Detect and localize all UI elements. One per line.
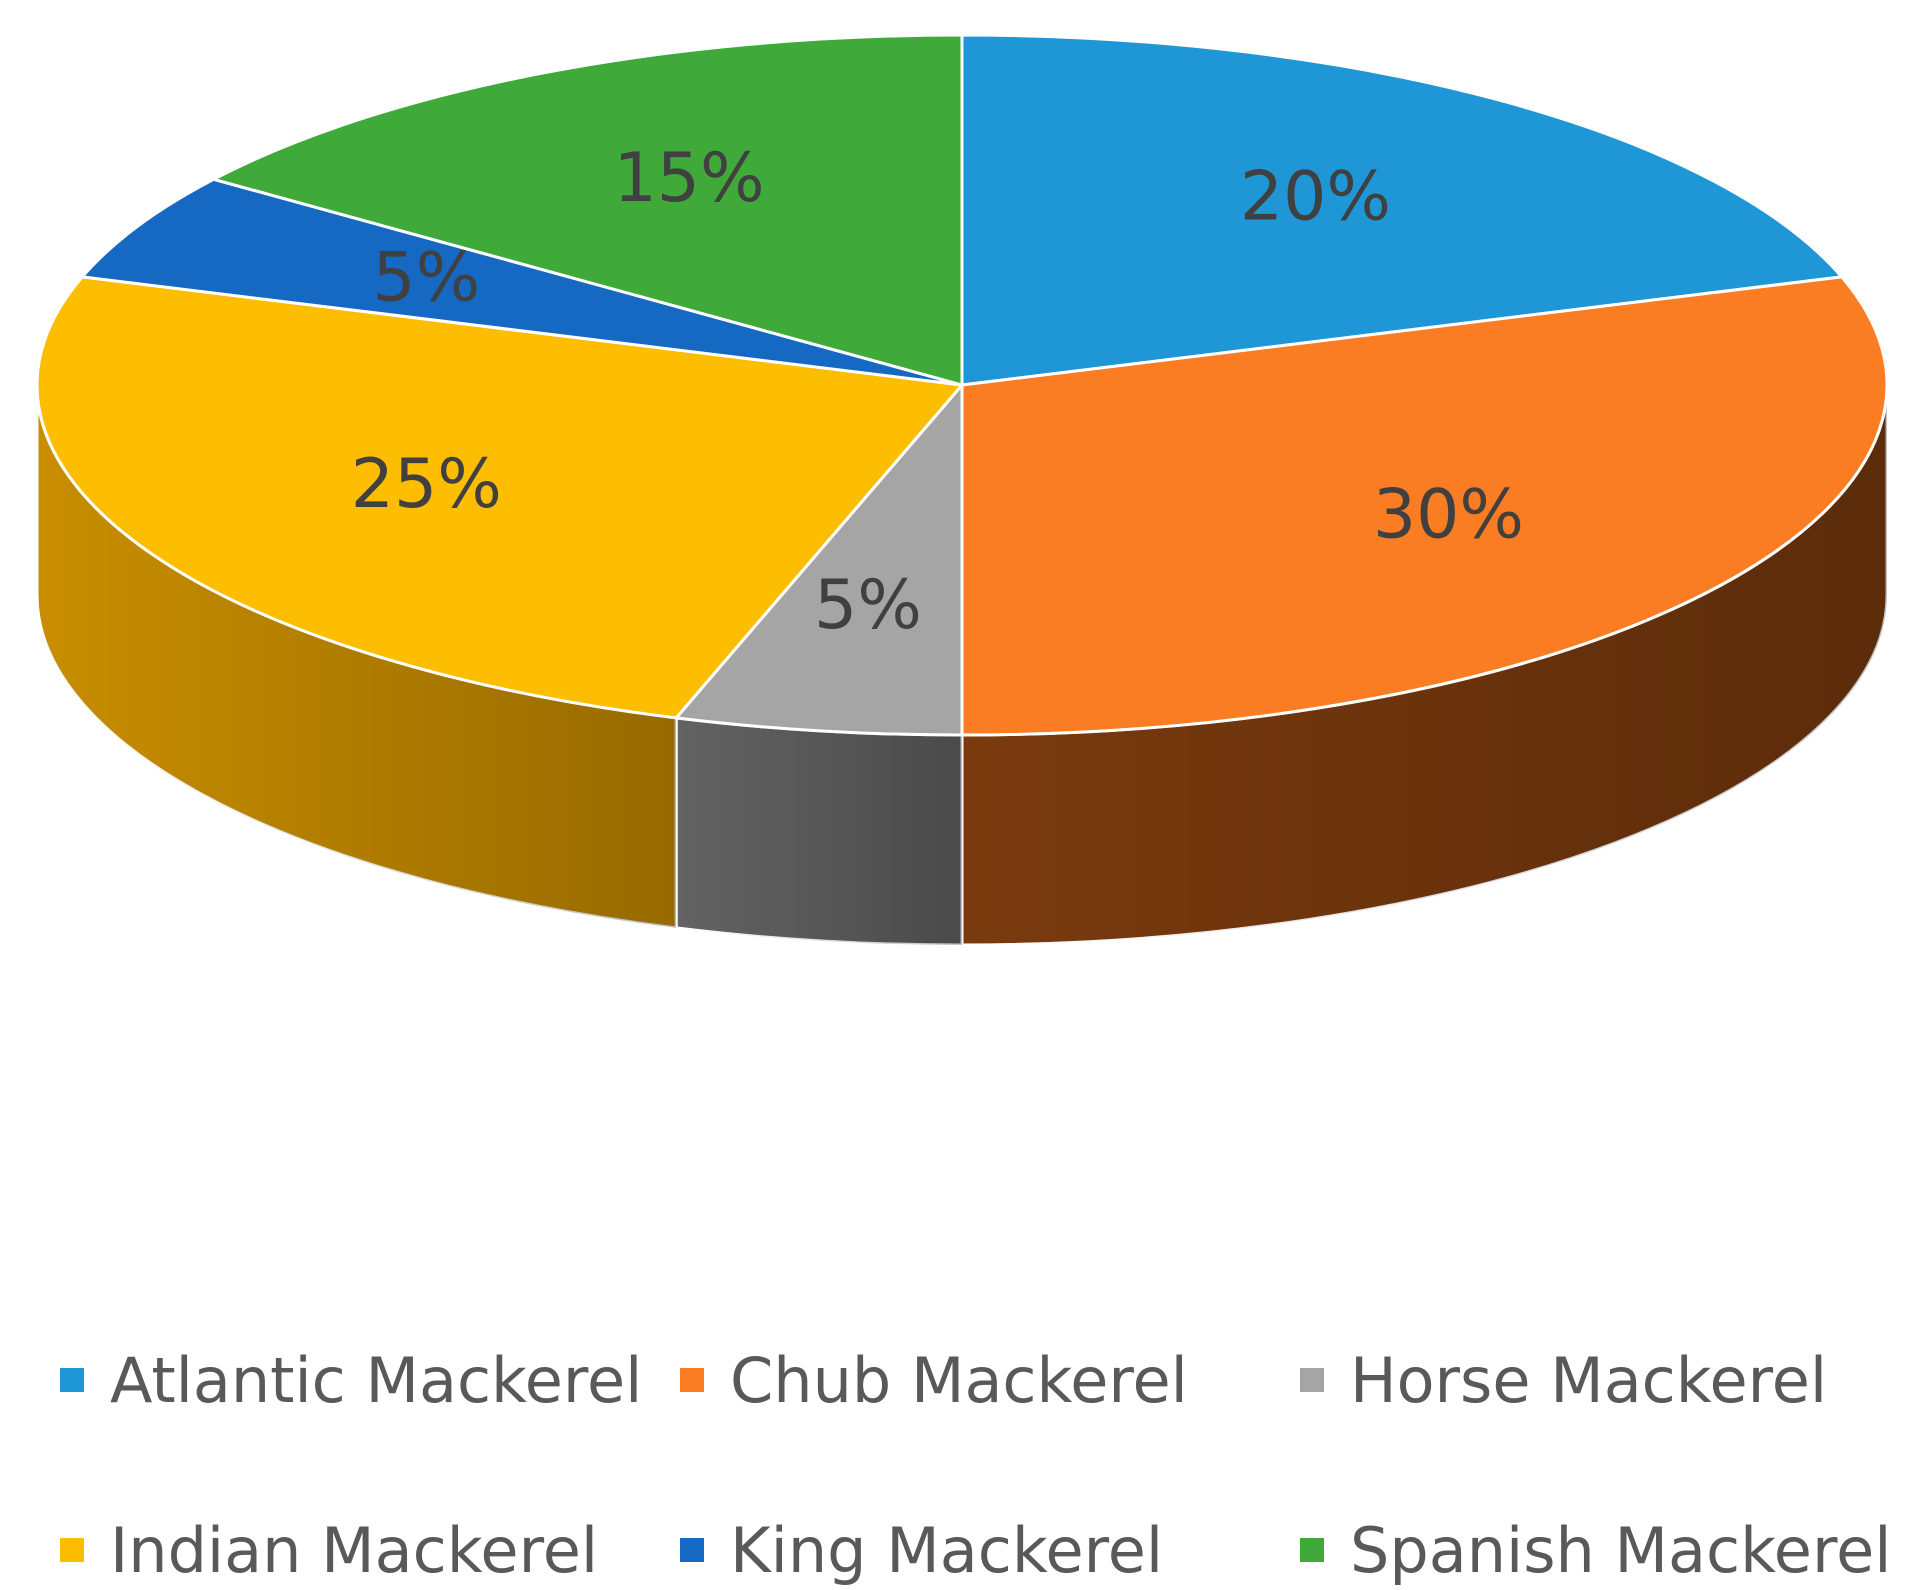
legend-swatch <box>1300 1538 1324 1562</box>
legend: Atlantic Mackerel Chub Mackerel Horse Ma… <box>60 1340 1900 1590</box>
data-label-atlantic-mackerel: 20% <box>1240 157 1391 236</box>
data-label-spanish-mackerel: 15% <box>613 139 764 218</box>
legend-item-spanish-mackerel: Spanish Mackerel <box>1300 1510 1900 1590</box>
pie-slice-atlantic-mackerel <box>960 33 1844 387</box>
pie-side-shade <box>37 385 677 928</box>
data-label-indian-mackerel: 25% <box>351 445 502 524</box>
legend-item-king-mackerel: King Mackerel <box>680 1510 1300 1590</box>
pie-slice-indian-mackerel <box>35 275 964 720</box>
legend-label: Horse Mackerel <box>1350 1343 1828 1417</box>
legend-swatch <box>60 1368 84 1392</box>
legend-label: Spanish Mackerel <box>1350 1513 1892 1587</box>
pie-slice-king-mackerel <box>80 177 964 387</box>
pie-slices <box>35 33 1889 737</box>
legend-item-atlantic-mackerel: Atlantic Mackerel <box>60 1340 680 1420</box>
legend-label: Chub Mackerel <box>730 1343 1188 1417</box>
legend-item-horse-mackerel: Horse Mackerel <box>1300 1340 1900 1420</box>
legend-swatch <box>60 1538 84 1562</box>
legend-swatch <box>680 1368 704 1392</box>
legend-item-chub-mackerel: Chub Mackerel <box>680 1340 1300 1420</box>
pie-slice-horse-mackerel <box>674 383 964 737</box>
legend-item-indian-mackerel: Indian Mackerel <box>60 1510 680 1590</box>
data-label-chub-mackerel: 30% <box>1373 475 1524 554</box>
legend-label: Indian Mackerel <box>110 1513 599 1587</box>
legend-swatch <box>1300 1368 1324 1392</box>
pie-slice-chub-mackerel <box>960 275 1889 737</box>
data-label-king-mackerel: 5% <box>372 238 480 317</box>
legend-label: Atlantic Mackerel <box>110 1343 643 1417</box>
data-label-horse-mackerel: 5% <box>814 566 922 645</box>
legend-swatch <box>680 1538 704 1562</box>
pie-side-shade <box>962 385 1887 945</box>
pie-slice-spanish-mackerel <box>212 33 964 387</box>
pie-chart: 20% 30% 5% 25% 5% 15% <box>35 33 1889 947</box>
pie-sides <box>35 384 1889 947</box>
pie-data-labels: 20% 30% 5% 25% 5% 15% <box>351 139 1524 645</box>
pie-side-shade <box>676 717 962 945</box>
legend-label: King Mackerel <box>730 1513 1164 1587</box>
